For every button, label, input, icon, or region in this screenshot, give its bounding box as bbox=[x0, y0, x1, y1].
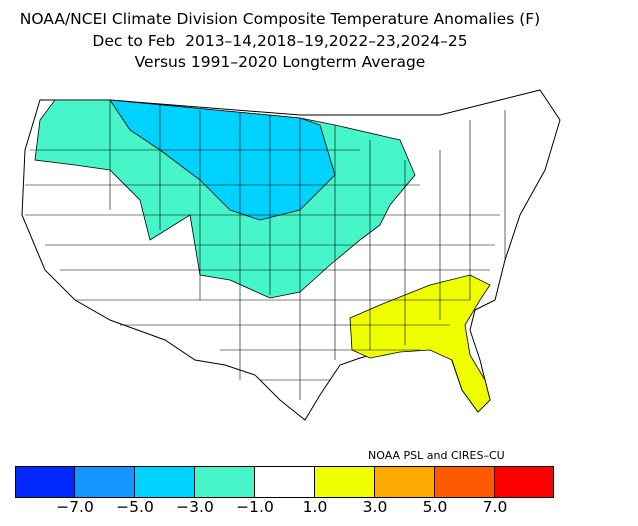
legend-bin-4 bbox=[194, 466, 255, 498]
data-credit: NOAA PSL and CIRES–CU bbox=[368, 449, 505, 462]
division-boundaries bbox=[25, 100, 506, 400]
chart-subtitle-baseline: Versus 1991–2020 Longterm Average bbox=[134, 53, 426, 71]
us-climate-division-map bbox=[21, 89, 561, 421]
anomaly-region-layer bbox=[34, 99, 491, 413]
legend-tick-label: −7.0 bbox=[56, 498, 94, 516]
legend-tick-label: 5.0 bbox=[422, 498, 448, 516]
region-southeast-warm bbox=[349, 274, 491, 413]
legend-bin-5 bbox=[254, 466, 315, 498]
legend-bin-1 bbox=[15, 466, 75, 498]
legend-tick-label: 3.0 bbox=[362, 498, 388, 516]
legend-bin-2 bbox=[74, 466, 135, 498]
legend-bin-9 bbox=[494, 466, 554, 498]
legend-tick-label: 7.0 bbox=[482, 498, 508, 516]
legend-bin-6 bbox=[314, 466, 375, 498]
legend-bin-7 bbox=[374, 466, 435, 498]
legend-tick-label: −1.0 bbox=[236, 498, 274, 516]
chart-title: NOAA/NCEI Climate Division Composite Tem… bbox=[19, 10, 541, 28]
region-northern-plains-coldest bbox=[109, 99, 336, 221]
legend-tick-label: −3.0 bbox=[176, 498, 214, 516]
legend-bin-3 bbox=[134, 466, 195, 498]
legend-tick-label: 1.0 bbox=[302, 498, 328, 516]
chart-subtitle-period: Dec to Feb 2013–14,2018–19,2022–23,2024–… bbox=[92, 32, 468, 50]
legend-bin-8 bbox=[434, 466, 495, 498]
legend-tick-label: −5.0 bbox=[116, 498, 154, 516]
